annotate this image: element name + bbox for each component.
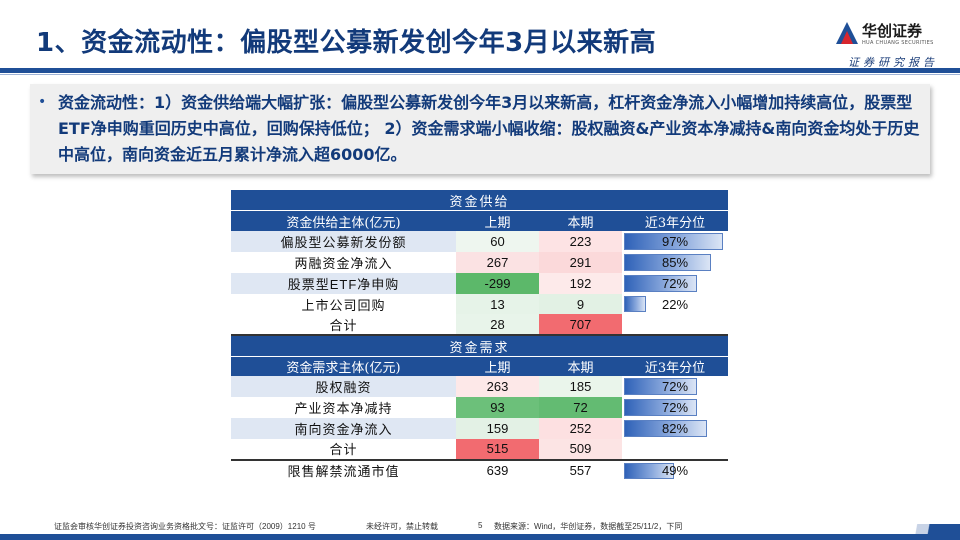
summary-text: 资金流动性：1）资金供给端大幅扩张：偏股型公募新发创今年3月以来新高，杠杆资金净… [58,93,920,164]
row-label: 限售解禁流通市值 [287,464,400,480]
page-title: 1、资金流动性：偏股型公募新发创今年3月以来新高 [36,28,657,58]
demand-header-row: 资金需求主体(亿元) 上期 本期 近3年分位 [231,355,729,377]
page-number: 5 [478,521,483,530]
header-divider-thin [0,74,960,75]
percentile-bar [624,399,698,417]
row-label: 股票型ETF净申购 [231,272,456,294]
row-label: 上市公司回购 [301,297,386,313]
demand-header-prev: 上期 [456,355,539,377]
brand-mark-icon [836,22,858,44]
total-pct-empty [622,314,729,337]
row-label: 两融资金净流入 [294,255,393,271]
percentile-cell: 82% [622,418,728,439]
demand-header-pct: 近3年分位 [622,355,729,377]
percentile-bar [624,253,711,271]
prev-value: 267 [456,251,539,273]
curr-value: 223 [539,230,622,252]
percentile-bar [624,274,698,292]
curr-value: 9 [539,293,622,315]
percentile-bar [624,462,674,479]
curr-value: 291 [539,251,622,273]
supply-header-subject: 资金供给主体(亿元) [231,210,456,231]
prev-value: -299 [456,272,539,294]
total-prev: 28 [456,314,539,337]
percentile-cell: 72% [622,376,728,397]
table-row: 产业资本净减持 93 72 72% [231,397,728,419]
percentile-cell: 72% [622,397,728,418]
percentile-value: 49% [661,463,689,479]
brand-name-en: HUA CHUANG SECURITIES [862,40,934,46]
table-row: 股票型ETF净申购 -299 192 72% [231,272,728,294]
table-row: 偏股型公募新发份额 60 223 97% [231,230,728,252]
percentile-value: 22% [661,296,689,312]
supply-section-title: 资金供给 [231,190,729,211]
footer-license: 证监会审核华创证券投资咨询业务资格批文号：证监许可（2009）1210 号 [54,522,316,531]
prev-value: 639 [486,463,509,479]
brand-name: 华创证券 [862,22,923,40]
prev-value: 263 [456,376,539,398]
total-label: 合计 [231,314,456,337]
demand-header-curr: 本期 [539,355,622,377]
total-label: 合计 [231,438,456,461]
prev-value: 93 [456,397,539,419]
table-row: 股权融资 263 185 72% [231,376,728,398]
table-row: 上市公司回购 13 9 22% [231,293,728,315]
percentile-cell: 85% [622,252,728,273]
summary-box: • 资金流动性：1）资金供给端大幅扩张：偏股型公募新发创今年3月以来新高，杠杆资… [30,84,930,174]
percentile-cell: 97% [622,231,728,252]
percentile-value: 82% [661,420,689,436]
brand-logo: 华创证券 HUA CHUANG SECURITIES [836,14,940,54]
supply-header-prev: 上期 [456,210,539,231]
prev-value: 13 [456,293,539,315]
curr-value: 557 [569,463,592,479]
total-row: 合计 28 707 [231,314,729,337]
footer-accent [880,524,960,534]
row-label: 股权融资 [231,376,456,398]
total-prev: 515 [456,438,539,461]
footer-source: 数据来源：Wind，华创证券，数据截至25/11/2，下同 [494,522,683,531]
percentile-bar [624,378,698,396]
total-curr: 707 [539,314,622,337]
demand-header-subject: 资金需求主体(亿元) [231,355,456,377]
row-label: 偏股型公募新发份额 [231,230,456,252]
percentile-value: 97% [661,233,689,249]
curr-value: 185 [539,376,622,398]
percentile-bar [624,295,647,313]
supply-header-pct: 近3年分位 [622,210,729,231]
supply-header-row: 资金供给主体(亿元) 上期 本期 近3年分位 [231,210,729,231]
row-label: 南向资金净流入 [231,418,456,439]
footer-divider [0,534,960,540]
bullet-icon: • [38,94,47,110]
curr-value: 192 [539,272,622,294]
table-row: 南向资金净流入 159 252 82% [231,418,728,439]
supply-header-curr: 本期 [539,210,622,231]
prev-value: 60 [456,230,539,252]
curr-value: 252 [539,418,622,439]
table-row: 两融资金净流入 267 291 85% [231,251,728,273]
prev-value: 159 [456,418,539,439]
percentile-cell: 22% [622,294,728,315]
total-pct-empty [622,438,729,461]
report-type: 证券研究报告 [848,56,938,69]
footer-notice: 未经许可，禁止转载 [366,522,438,531]
percentile-bar [624,232,723,250]
liquidity-table: 资金供给 资金供给主体(亿元) 上期 本期 近3年分位 偏股型公募新发份额 60 2… [231,190,729,481]
table-row: 限售解禁流通市值 639 557 49% [231,460,728,481]
row-label: 产业资本净减持 [294,401,393,417]
percentile-bar [624,420,708,437]
percentile-cell: 72% [622,273,728,294]
percentile-value: 72% [661,400,689,416]
total-row: 合计 515 509 [231,438,729,461]
percentile-value: 72% [661,379,689,395]
percentile-value: 72% [661,275,689,291]
percentile-value: 85% [661,254,689,270]
demand-section-title: 资金需求 [231,335,729,357]
header-divider [0,68,960,73]
curr-value: 72 [539,397,622,419]
percentile-cell: 49% [622,460,728,481]
total-curr: 509 [539,438,622,461]
